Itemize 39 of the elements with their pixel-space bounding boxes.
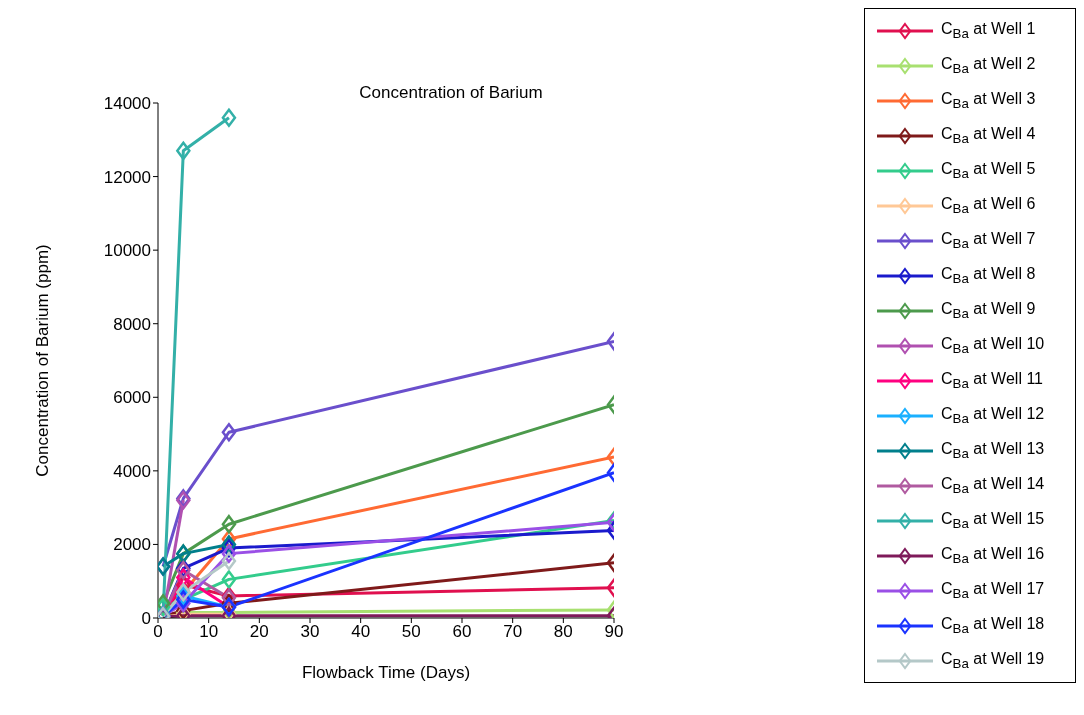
legend-label: C$_{Ba}$ at Well 1	[941, 19, 1036, 42]
x-tick-label: 20	[249, 622, 269, 642]
x-tick-label: 90	[604, 622, 624, 642]
y-tick-label: 0	[141, 609, 151, 629]
x-tick-label: 30	[300, 622, 320, 642]
legend-label: C$_{Ba}$ at Well 13	[941, 439, 1045, 462]
legend-label: C$_{Ba}$ at Well 2	[941, 54, 1036, 77]
legend-label: C$_{Ba}$ at Well 16	[941, 544, 1045, 567]
legend-label: C$_{Ba}$ at Well 5	[941, 159, 1036, 182]
legend-label: C$_{Ba}$ at Well 3	[941, 89, 1036, 112]
legend-label: C$_{Ba}$ at Well 19	[941, 649, 1045, 672]
legend-label: C$_{Ba}$ at Well 12	[941, 404, 1045, 427]
x-tick-label: 50	[401, 622, 421, 642]
legend-label: C$_{Ba}$ at Well 6	[941, 194, 1036, 217]
legend-label: C$_{Ba}$ at Well 9	[941, 299, 1036, 322]
y-tick-label: 14000	[103, 94, 151, 114]
x-tick-label: 10	[199, 622, 219, 642]
x-tick-label: 60	[452, 622, 472, 642]
legend-label: C$_{Ba}$ at Well 8	[941, 264, 1036, 287]
y-tick-label: 6000	[113, 388, 151, 408]
chart-title: Concentration of Barium	[359, 83, 543, 102]
y-tick-label: 10000	[103, 241, 151, 261]
legend-label: C$_{Ba}$ at Well 10	[941, 334, 1045, 357]
legend-label: C$_{Ba}$ at Well 18	[941, 614, 1045, 637]
x-axis-title: Flowback Time (Days)	[301, 663, 471, 682]
y-tick-label: 8000	[113, 314, 151, 334]
legend-label: C$_{Ba}$ at Well 4	[941, 124, 1036, 147]
x-tick-label: 40	[351, 622, 371, 642]
y-tick-label: 12000	[103, 167, 151, 187]
y-tick-label: 4000	[113, 461, 151, 481]
legend-label: C$_{Ba}$ at Well 7	[941, 229, 1036, 252]
legend-label: C$_{Ba}$ at Well 15	[941, 509, 1045, 532]
legend-label: C$_{Ba}$ at Well 11	[941, 369, 1043, 392]
y-axis-title: Concentration of Barium (ppm)	[33, 244, 52, 477]
x-tick-label: 80	[553, 622, 573, 642]
x-tick-label: 70	[503, 622, 523, 642]
y-tick-label: 2000	[113, 535, 151, 555]
legend-label: C$_{Ba}$ at Well 17	[941, 579, 1045, 602]
legend-label: C$_{Ba}$ at Well 14	[941, 474, 1045, 497]
